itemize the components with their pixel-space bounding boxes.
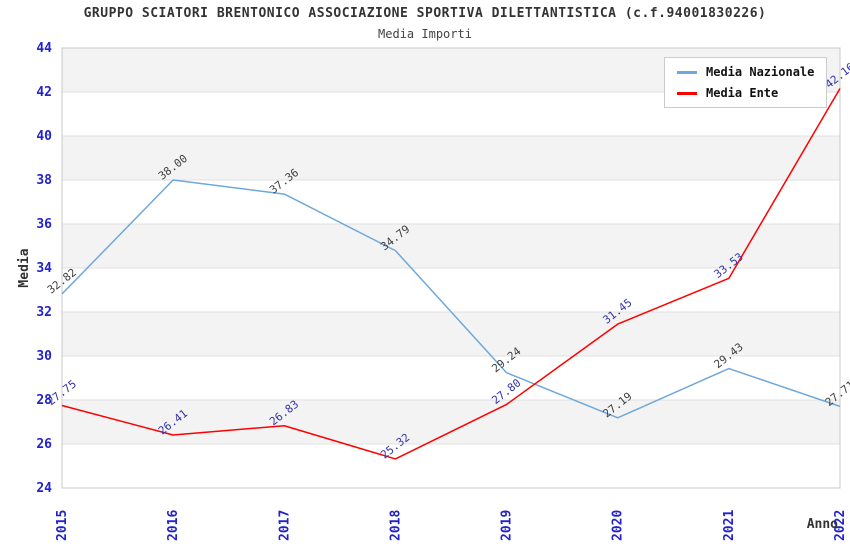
legend-label-media-nazionale: Media Nazionale — [706, 65, 815, 79]
y-tick-label: 38 — [36, 173, 52, 188]
x-tick-label: 2016 — [166, 510, 181, 541]
y-axis-title: Media — [17, 248, 32, 287]
y-tick-label: 26 — [36, 437, 52, 452]
x-tick-label: 2015 — [55, 510, 70, 541]
grid-band — [62, 400, 840, 444]
grid-band — [62, 444, 840, 488]
legend-item-media-nazionale: Media Nazionale — [677, 65, 814, 79]
y-tick-label: 28 — [36, 393, 52, 408]
series-line-media-nazionale — [61, 179, 841, 419]
x-tick-label: 2020 — [611, 510, 626, 541]
grid-band — [62, 136, 840, 180]
x-tick-label: 2018 — [388, 510, 403, 541]
legend-swatch-media-nazionale — [677, 70, 697, 74]
y-tick-label: 42 — [36, 85, 52, 100]
grid-band — [62, 312, 840, 356]
y-tick-label: 24 — [36, 481, 52, 496]
y-tick-label: 44 — [36, 41, 52, 56]
series-line-media-ente — [61, 88, 841, 460]
y-tick-label: 30 — [36, 349, 52, 364]
x-tick-label: 2019 — [500, 510, 515, 541]
y-tick-label: 32 — [36, 305, 52, 320]
legend-item-media-ente: Media Ente — [677, 86, 814, 100]
x-tick-label: 2021 — [722, 510, 737, 541]
grid-band — [62, 180, 840, 224]
legend: Media Nazionale Media Ente — [664, 57, 828, 108]
grid-band — [62, 268, 840, 312]
chart-title: GRUPPO SCIATORI BRENTONICO ASSOCIAZIONE … — [83, 6, 767, 21]
legend-label-media-ente: Media Ente — [706, 86, 779, 100]
plot-border — [61, 47, 841, 489]
legend-swatch-media-ente — [677, 91, 697, 95]
y-tick-label: 34 — [36, 261, 52, 276]
chart-subtitle: Media Importi — [378, 27, 472, 41]
x-tick-label: 2022 — [833, 510, 848, 541]
grid-band — [62, 224, 840, 268]
y-tick-label: 36 — [36, 217, 52, 232]
x-tick-label: 2017 — [277, 510, 292, 541]
grid-band — [62, 356, 840, 400]
x-axis-title: Anno — [807, 517, 838, 532]
y-tick-label: 40 — [36, 129, 52, 144]
